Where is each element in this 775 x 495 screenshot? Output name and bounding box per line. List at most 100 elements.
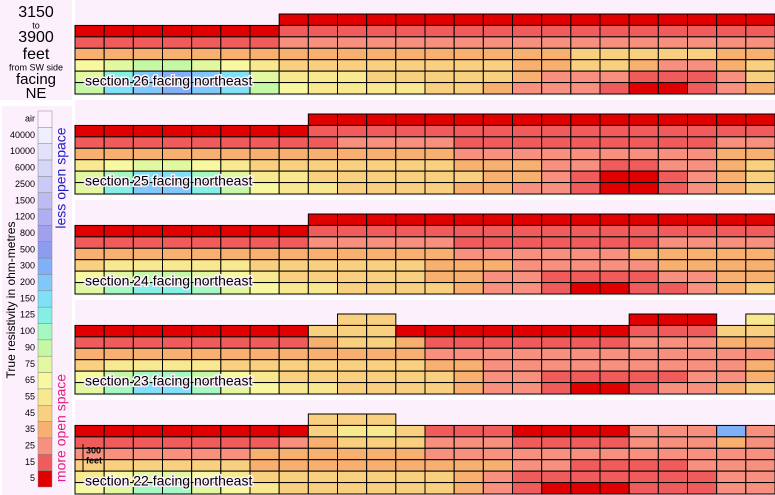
resistivity-cell (132, 359, 163, 372)
resistivity-cell (541, 159, 572, 172)
resistivity-cell (74, 36, 105, 49)
legend-label: 75 (25, 359, 35, 369)
resistivity-cell (366, 182, 397, 195)
resistivity-cell (745, 282, 775, 295)
resistivity-cell (424, 459, 455, 472)
resistivity-cell (482, 47, 514, 61)
resistivity-cell (716, 436, 747, 449)
legend-swatch (37, 290, 53, 308)
resistivity-cell (132, 447, 163, 461)
resistivity-cell (249, 170, 280, 184)
resistivity-cell (745, 13, 775, 26)
resistivity-cell (249, 47, 280, 61)
resistivity-cell (657, 113, 688, 126)
resistivity-cell (103, 124, 134, 138)
resistivity-cell (395, 136, 426, 149)
resistivity-cell (249, 424, 280, 438)
legend-swatch (37, 339, 53, 357)
resistivity-cell (366, 213, 397, 226)
resistivity-cell (657, 47, 688, 61)
resistivity-cell (307, 24, 339, 38)
resistivity-cell (599, 359, 630, 372)
resistivity-cell (657, 182, 688, 195)
legend-label: 1200 (15, 212, 35, 222)
resistivity-cell (307, 47, 339, 61)
resistivity-cell (657, 124, 688, 138)
resistivity-cell (103, 436, 134, 449)
resistivity-cell (628, 382, 659, 395)
resistivity-cell (687, 124, 718, 138)
resistivity-cell (337, 247, 368, 261)
resistivity-cell (482, 282, 514, 295)
resistivity-cell (103, 224, 134, 238)
resistivity-cell (103, 336, 134, 349)
resistivity-cell (191, 224, 222, 238)
resistivity-cell (162, 47, 193, 61)
resistivity-cell (628, 247, 659, 261)
resistivity-cell (249, 36, 280, 49)
resistivity-cell (570, 36, 601, 49)
resistivity-cell (657, 447, 688, 461)
resistivity-cell (570, 336, 601, 349)
resistivity-cell (366, 124, 397, 138)
resistivity-cell (657, 213, 688, 226)
resistivity-cell (570, 147, 601, 161)
resistivity-cell (424, 470, 455, 484)
resistivity-cell (191, 247, 222, 261)
resistivity-cell (132, 47, 163, 61)
resistivity-cell (657, 259, 688, 272)
resistivity-cell (599, 70, 630, 84)
legend-box (2, 106, 72, 495)
section-label: section 26 facing northeast (85, 73, 252, 89)
resistivity-cell (132, 159, 163, 172)
resistivity-cell (599, 259, 630, 272)
resistivity-cell (191, 259, 222, 272)
resistivity-cell (512, 47, 543, 61)
resistivity-cell (220, 247, 251, 261)
resistivity-cell (716, 136, 747, 149)
resistivity-cell (716, 324, 747, 338)
section-label: section 24 facing northeast (85, 273, 252, 289)
resistivity-cell (570, 347, 601, 361)
resistivity-cell (103, 236, 134, 249)
resistivity-cell (482, 482, 514, 495)
resistivity-cell (366, 459, 397, 472)
resistivity-cell (541, 282, 572, 295)
resistivity-cell (482, 213, 514, 226)
resistivity-cell (453, 424, 484, 438)
resistivity-cell (512, 370, 543, 384)
resistivity-cell (482, 447, 514, 461)
resistivity-cell (716, 124, 747, 138)
resistivity-cell (366, 370, 397, 384)
legend-swatch (37, 241, 53, 259)
resistivity-cell (541, 147, 572, 161)
resistivity-cell (307, 247, 339, 261)
resistivity-cell (745, 370, 775, 384)
legend-swatch (37, 225, 53, 243)
resistivity-cell (162, 247, 193, 261)
resistivity-cell (657, 313, 688, 326)
resistivity-cell (599, 270, 630, 284)
resistivity-cell (366, 236, 397, 249)
resistivity-cell (307, 182, 339, 195)
resistivity-cell (337, 382, 368, 395)
resistivity-cell (220, 436, 251, 449)
resistivity-cell (74, 247, 105, 261)
resistivity-cell (657, 359, 688, 372)
resistivity-cell (278, 82, 309, 95)
resistivity-cell (687, 313, 718, 326)
resistivity-cell (307, 224, 339, 238)
resistivity-cell (570, 247, 601, 261)
resistivity-cell (366, 424, 397, 438)
resistivity-cell (716, 170, 747, 184)
resistivity-cell (366, 13, 397, 26)
legend-label: 25 (25, 441, 35, 451)
resistivity-cell (453, 482, 484, 495)
resistivity-cell (337, 313, 368, 326)
resistivity-cell (191, 347, 222, 361)
resistivity-cell (103, 347, 134, 361)
resistivity-cell (307, 82, 339, 95)
resistivity-cell (599, 447, 630, 461)
section-label: section 23 facing northeast (85, 373, 252, 389)
resistivity-cell (657, 424, 688, 438)
